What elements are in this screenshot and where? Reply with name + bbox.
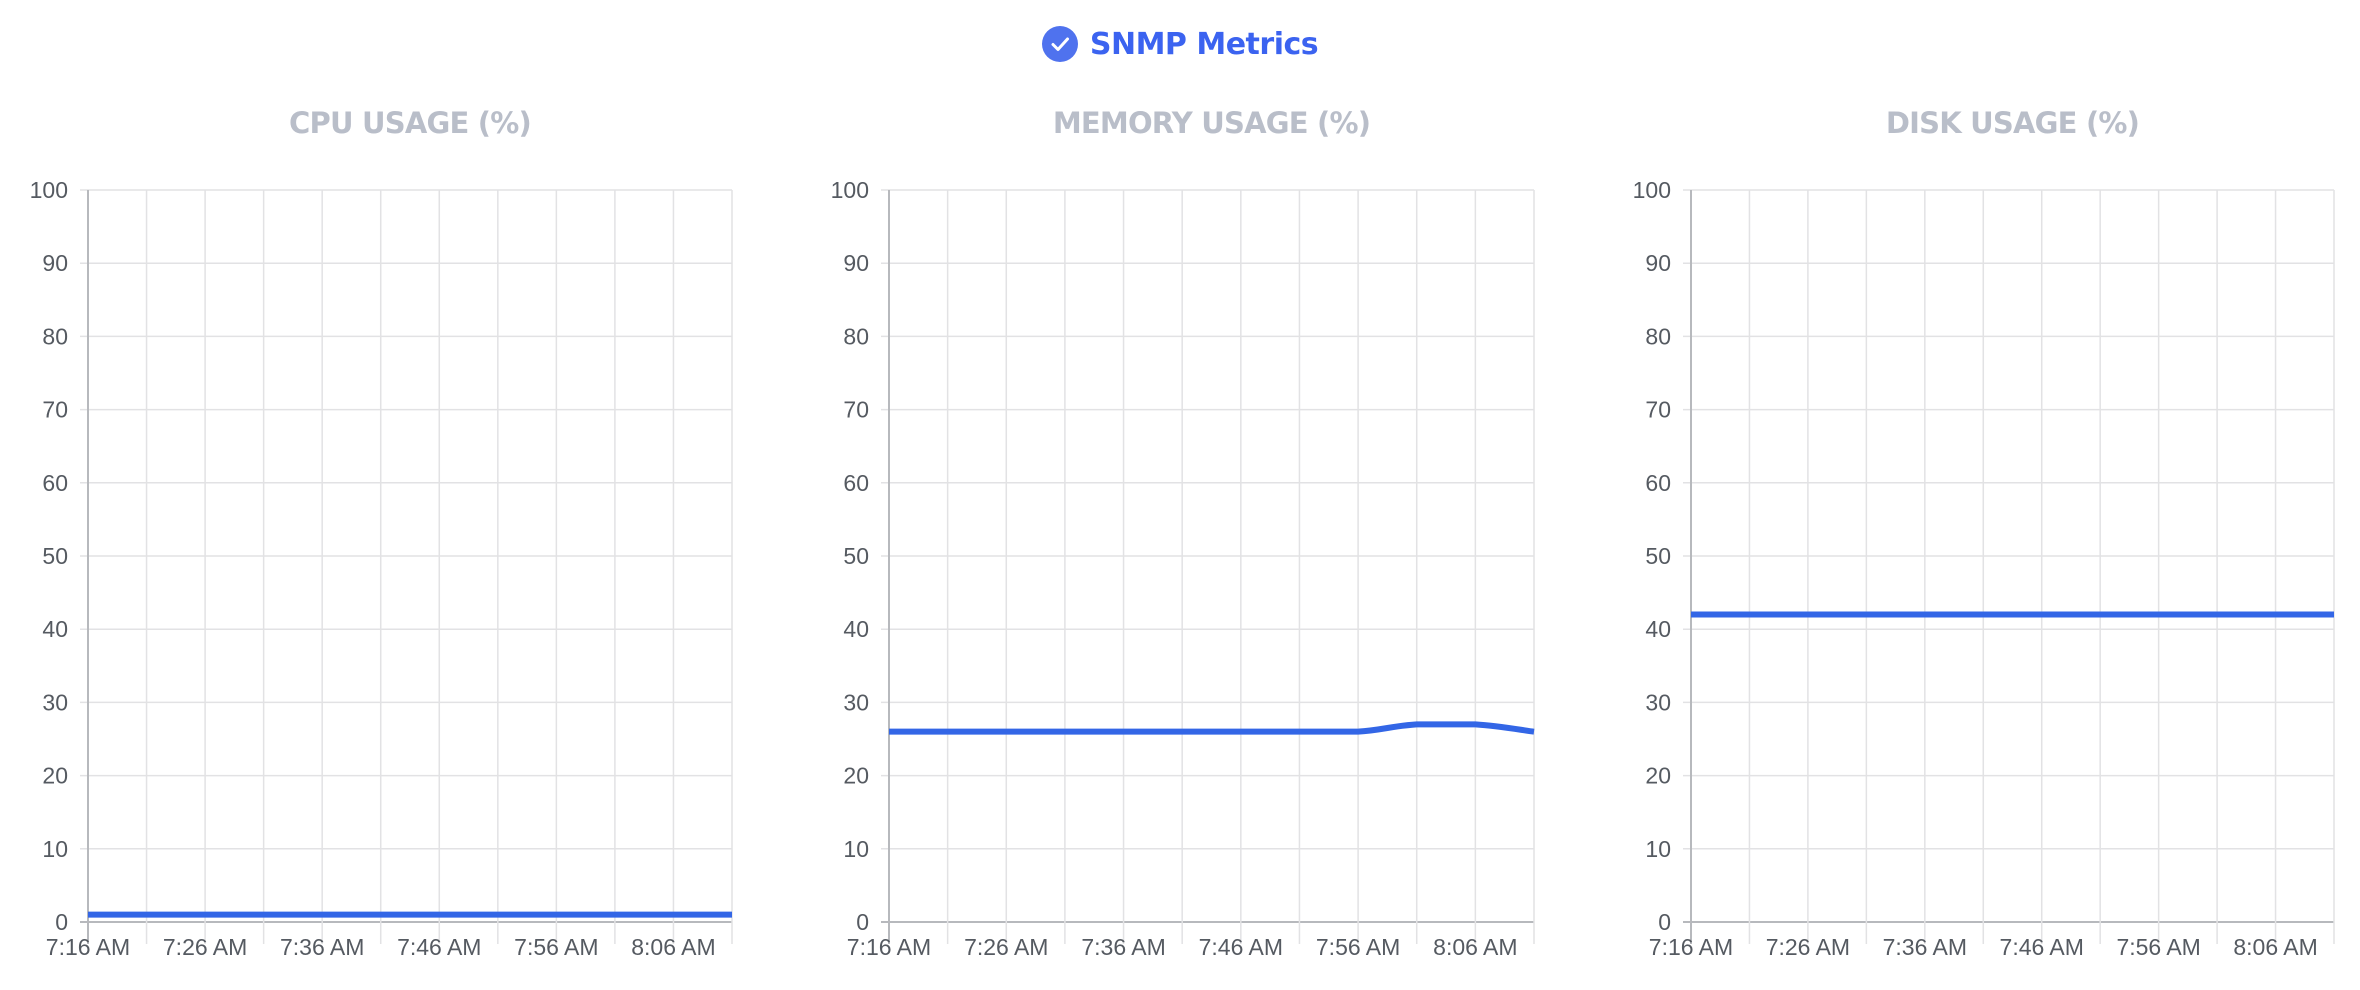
x-tick-label: 8:06 AM: [631, 934, 715, 960]
x-tick-label: 7:56 AM: [514, 934, 598, 960]
check-circle-icon: [1041, 26, 1078, 62]
y-tick-label: 10: [843, 836, 869, 862]
y-tick-label: 20: [1645, 763, 1671, 789]
y-tick-label: 50: [42, 543, 68, 569]
x-tick-label: 7:16 AM: [1649, 934, 1733, 960]
y-tick-label: 30: [42, 689, 68, 715]
y-tick-label: 20: [42, 763, 68, 789]
y-tick-label: 70: [1645, 397, 1671, 423]
page-header: SNMP Metrics: [0, 22, 2360, 66]
y-tick-label: 0: [856, 909, 869, 935]
chart-title-0: CPU USAGE (%): [289, 106, 531, 140]
x-tick-label: 7:16 AM: [847, 934, 931, 960]
x-tick-label: 7:46 AM: [2000, 934, 2084, 960]
y-tick-label: 50: [843, 543, 869, 569]
chart-title-2: DISK USAGE (%): [1886, 106, 2139, 140]
y-tick-label: 80: [843, 323, 869, 349]
y-tick-label: 0: [1658, 909, 1671, 935]
x-tick-label: 7:36 AM: [280, 934, 364, 960]
y-tick-label: 60: [1645, 470, 1671, 496]
y-tick-label: 50: [1645, 543, 1671, 569]
y-tick-label: 30: [843, 689, 869, 715]
x-tick-label: 7:16 AM: [46, 934, 130, 960]
x-tick-label: 7:46 AM: [1199, 934, 1283, 960]
y-tick-label: 90: [42, 250, 68, 276]
x-tick-label: 8:06 AM: [1433, 934, 1517, 960]
y-tick-label: 40: [42, 616, 68, 642]
chart-title-1: MEMORY USAGE (%): [1053, 106, 1370, 140]
y-tick-label: 70: [42, 397, 68, 423]
y-tick-label: 70: [843, 397, 869, 423]
x-tick-label: 8:06 AM: [2233, 934, 2317, 960]
page-title: SNMP Metrics: [1089, 26, 1319, 62]
x-tick-label: 7:36 AM: [1883, 934, 1967, 960]
y-tick-label: 10: [42, 836, 68, 862]
x-tick-label: 7:26 AM: [964, 934, 1048, 960]
y-tick-label: 20: [843, 763, 869, 789]
y-tick-label: 40: [1645, 616, 1671, 642]
y-tick-label: 90: [843, 250, 869, 276]
x-tick-label: 7:26 AM: [1766, 934, 1850, 960]
x-tick-label: 7:56 AM: [1316, 934, 1400, 960]
y-tick-label: 60: [843, 470, 869, 496]
y-tick-label: 100: [1633, 177, 1671, 203]
series-line: [889, 721, 1535, 735]
x-tick-label: 7:46 AM: [397, 934, 481, 960]
x-tick-label: 7:26 AM: [163, 934, 247, 960]
y-tick-label: 100: [831, 177, 869, 203]
y-tick-label: 80: [42, 323, 68, 349]
y-tick-label: 90: [1645, 250, 1671, 276]
x-tick-label: 7:56 AM: [2116, 934, 2200, 960]
y-tick-label: 60: [42, 470, 68, 496]
y-tick-label: 10: [1645, 836, 1671, 862]
y-tick-label: 100: [30, 177, 68, 203]
y-tick-label: 0: [55, 909, 68, 935]
y-tick-label: 40: [843, 616, 869, 642]
x-tick-label: 7:36 AM: [1081, 934, 1165, 960]
y-tick-label: 30: [1645, 689, 1671, 715]
y-tick-label: 80: [1645, 323, 1671, 349]
